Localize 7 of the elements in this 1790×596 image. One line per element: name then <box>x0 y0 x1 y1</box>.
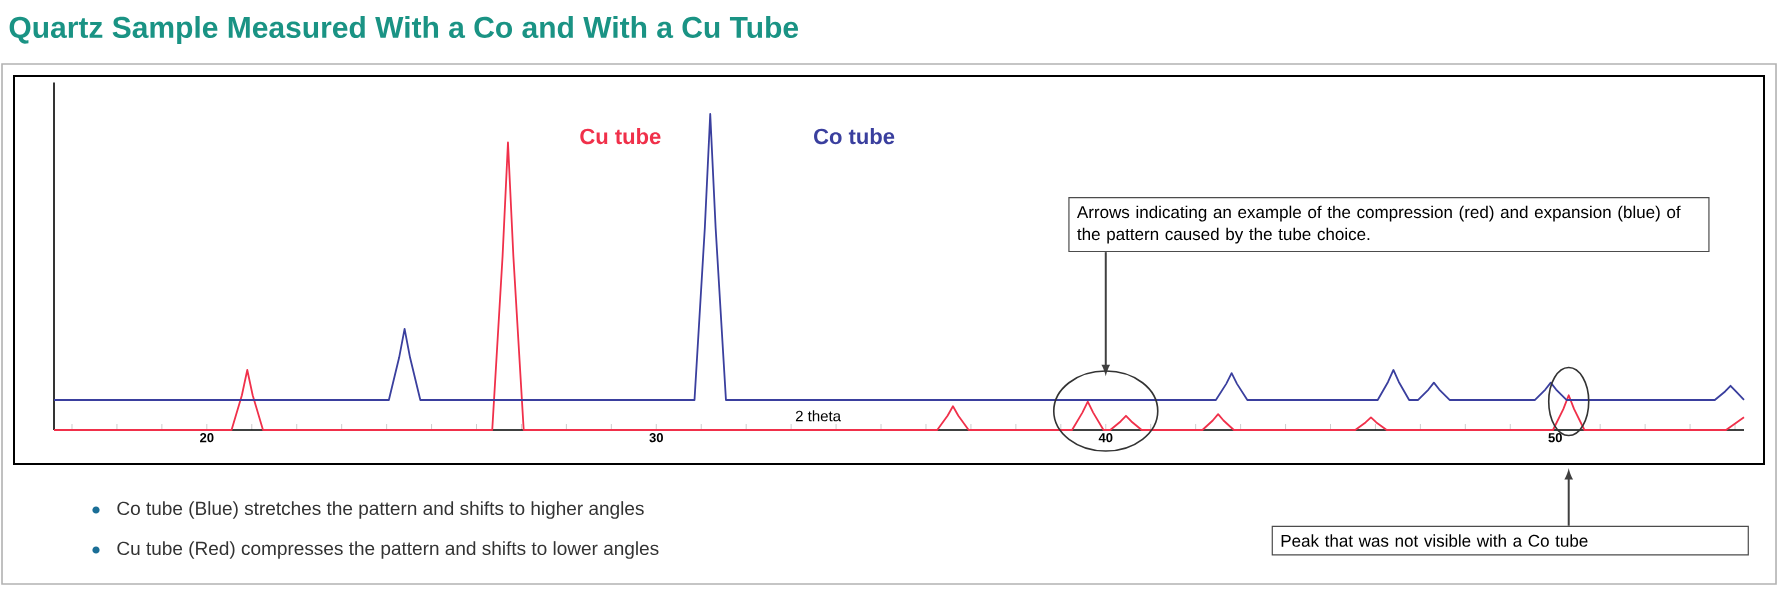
text: Peak that was not visible with a Co tube <box>1281 534 1588 547</box>
text: Cu tube (Red) compresses the pattern and shifts to lower angles <box>117 541 659 559</box>
text: Cu tube <box>580 128 661 145</box>
text: Co tube <box>814 128 895 145</box>
chart-title: Quartz Sample Measured With a Co and With a Cu Tube <box>9 16 799 44</box>
text: Co tube (Blue) stretches the pattern and shifts to higher angles <box>117 501 644 519</box>
annotation: Arrows indicating an example of the compression (red) and expansion (blue) of the pattern caused by the tube choice. <box>1076 205 1681 244</box>
